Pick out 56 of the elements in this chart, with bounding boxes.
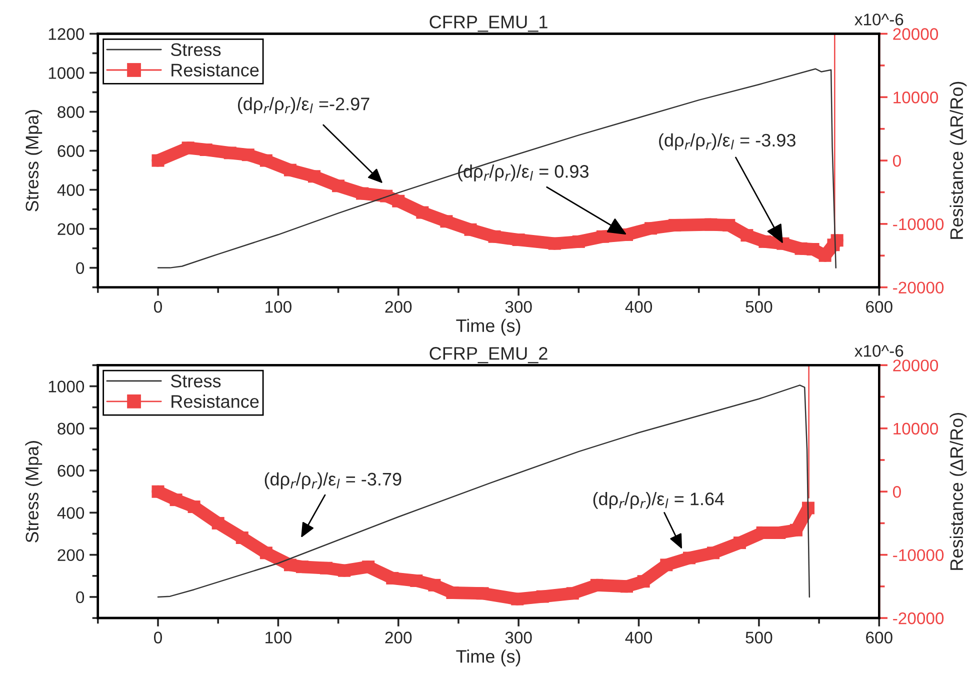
text: x10^-6 [854,14,904,26]
y-tick-label: 800 [58,106,84,118]
legend-label: Resistance [172,63,259,76]
y2-tick-label: -20000 [893,612,944,624]
text: x10^-6 [854,345,904,357]
y2-tick-label: -20000 [893,282,944,294]
y2-tick-label: 10000 [894,92,938,104]
x-tick-label: 400 [625,632,652,644]
y-tick-label: 600 [58,464,84,477]
legend-label: Stress [170,43,221,56]
y2-tick-label: 10000 [894,422,938,435]
x-tick-label: 500 [746,300,772,313]
x-tick-label: 400 [625,300,652,313]
x-tick-label: 0 [154,632,162,644]
y2-tick-label: 20000 [893,360,938,372]
x-tick-label: 300 [505,300,532,313]
x-tick-label: 100 [266,300,292,313]
annotation: (dρ$_{r}$/ρ$_{r}$)/ε$_{l}$ = 0.93 [458,164,588,182]
x-tick-label: 200 [385,632,412,644]
chart-title: CFRP_EMU_1 [430,16,548,32]
legend-label: Stress [170,374,221,388]
legend-label: Resistance [172,394,259,408]
y-tick-label: 400 [57,184,84,196]
x-tick-label: 600 [866,300,892,313]
chart-title: CFRP_EMU_2 [430,347,548,364]
x-axis-title: Time (s) [456,650,520,666]
y-tick-label: 1000 [48,380,84,392]
x-axis-title: Time (s) [456,318,520,336]
annotation: (dρ$_{r}$/ρ$_{r}$)/ε$_{l}$ = -3.93 [659,133,796,150]
y2-axis-title: Resistance (ΔR/Ro) [950,412,967,570]
y-tick-label: 1000 [48,67,84,79]
y2-tick-label: 0 [892,486,901,498]
x-tick-label: 0 [154,300,162,313]
y-tick-label: 400 [57,507,84,519]
y-tick-label: 200 [58,549,84,562]
y2-tick-label: 20000 [893,28,938,40]
y2-tick-label: 0 [892,154,901,167]
y-tick-label: 1200 [48,28,84,40]
y-axis-title: Stress (Mpa) [25,441,42,542]
y2-axis-title: Resistance (ΔR/Ro) [950,82,967,239]
x-tick-label: 300 [505,632,532,644]
y-tick-label: 0 [76,262,84,274]
annotation: (dρ$_{r}$/ρ$_{r}$)/ε$_{l}$ = 1.64 [593,492,724,509]
x-tick-label: 500 [746,632,772,644]
annotation: (dρ$_{r}$/ρ$_{r}$)/ε$_{l}$ =-2.97 [238,97,370,114]
y-tick-label: 200 [58,223,84,236]
y-axis-title: Stress (Mpa) [25,110,42,212]
y-tick-label: 800 [58,422,84,435]
y-tick-label: 600 [58,145,84,157]
y-tick-label: 0 [76,591,84,604]
annotation: (dρ$_{r}$/ρ$_{r}$)/ε$_{l}$ = -3.79 [264,472,402,490]
x-tick-label: 600 [866,632,892,644]
x-tick-label: 200 [385,300,412,313]
y2-tick-label: -10000 [893,549,944,562]
x-tick-label: 100 [266,632,292,644]
y2-tick-label: -10000 [893,218,944,230]
